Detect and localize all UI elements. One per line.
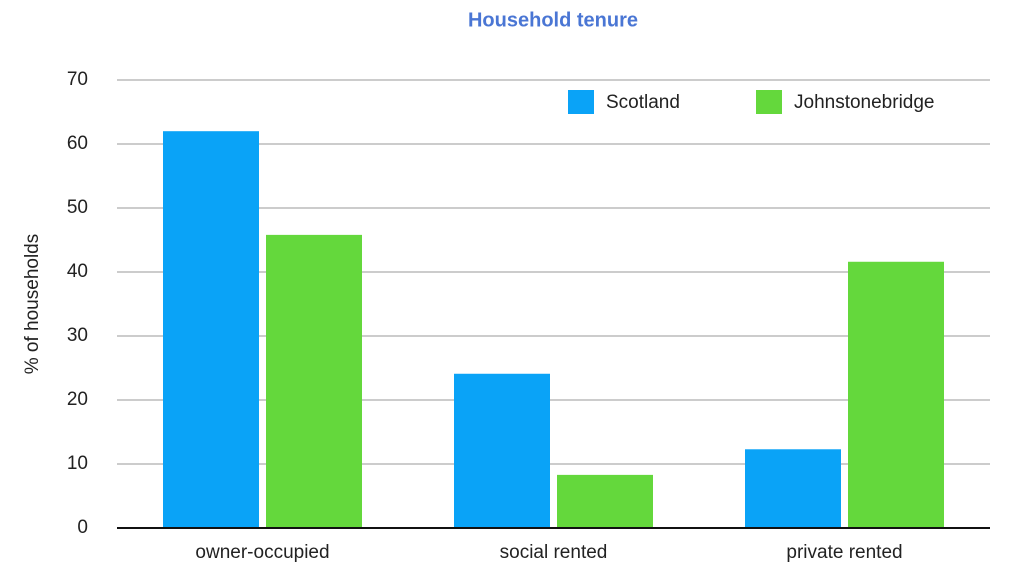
legend-swatch bbox=[568, 90, 594, 114]
y-tick-label: 30 bbox=[67, 325, 88, 346]
y-tick-label: 0 bbox=[77, 517, 88, 538]
y-tick-label: 70 bbox=[67, 69, 88, 90]
x-tick-label: private rented bbox=[786, 542, 902, 563]
bar bbox=[266, 234, 362, 528]
bar bbox=[454, 373, 550, 528]
y-tick-label: 10 bbox=[67, 453, 88, 474]
bar bbox=[557, 474, 653, 528]
bar bbox=[848, 261, 944, 528]
legend-label: Scotland bbox=[606, 92, 680, 113]
legend-label: Johnstonebridge bbox=[794, 92, 935, 113]
x-tick-label: owner-occupied bbox=[195, 542, 329, 563]
bar bbox=[745, 449, 841, 528]
y-tick-label: 60 bbox=[67, 133, 88, 154]
legend-swatch bbox=[756, 90, 782, 114]
y-axis-label: % of households bbox=[22, 234, 43, 375]
x-tick-label: social rented bbox=[500, 542, 608, 563]
y-tick-label: 40 bbox=[67, 261, 88, 282]
y-tick-label: 20 bbox=[67, 389, 88, 410]
bar bbox=[163, 131, 259, 528]
chart-title: Household tenure bbox=[468, 9, 638, 31]
y-tick-label: 50 bbox=[67, 197, 88, 218]
